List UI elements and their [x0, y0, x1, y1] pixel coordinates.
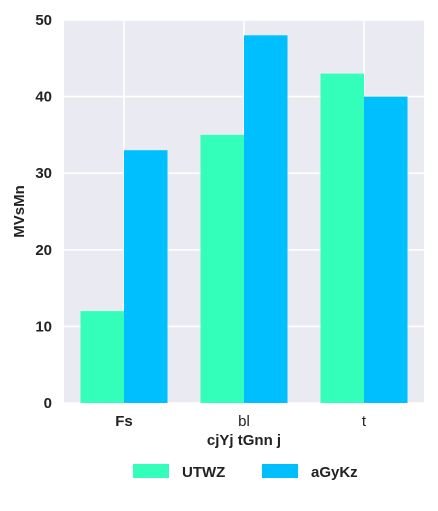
- y-tick-label: 30: [35, 165, 52, 182]
- legend-label-UTWZ: UTWZ: [182, 464, 225, 481]
- y-tick-label: 0: [44, 395, 52, 412]
- legend-swatch-UTWZ: [133, 464, 169, 478]
- y-tick-label: 10: [35, 318, 52, 335]
- legend-swatch-aGyKz: [262, 464, 298, 478]
- x-tick-labels: Fs bl t: [115, 413, 367, 430]
- y-tick-labels: 0 10 20 30 40 50: [35, 12, 52, 412]
- legend-label-aGyKz: aGyKz: [311, 464, 358, 481]
- x-tick-label: t: [362, 413, 367, 430]
- y-tick-label: 50: [35, 12, 52, 29]
- bar-aGyKz-Fs: [124, 150, 168, 403]
- x-tick-label: Fs: [115, 413, 133, 430]
- y-tick-label: 20: [35, 242, 52, 259]
- bar-aGyKz-bl: [244, 35, 288, 403]
- bar-UTWZ-bl: [200, 134, 244, 403]
- bar-UTWZ-Fs: [80, 311, 124, 403]
- bar-UTWZ-t: [320, 73, 364, 404]
- x-axis-label: cjYj tGnn j: [207, 432, 281, 449]
- legend: UTWZ aGyKz: [133, 464, 358, 481]
- y-axis-label: MVsMn: [11, 185, 28, 238]
- bars: [80, 35, 408, 404]
- x-tick-label: bl: [238, 413, 250, 430]
- y-tick-label: 40: [35, 89, 52, 106]
- bar-aGyKz-t: [364, 96, 408, 403]
